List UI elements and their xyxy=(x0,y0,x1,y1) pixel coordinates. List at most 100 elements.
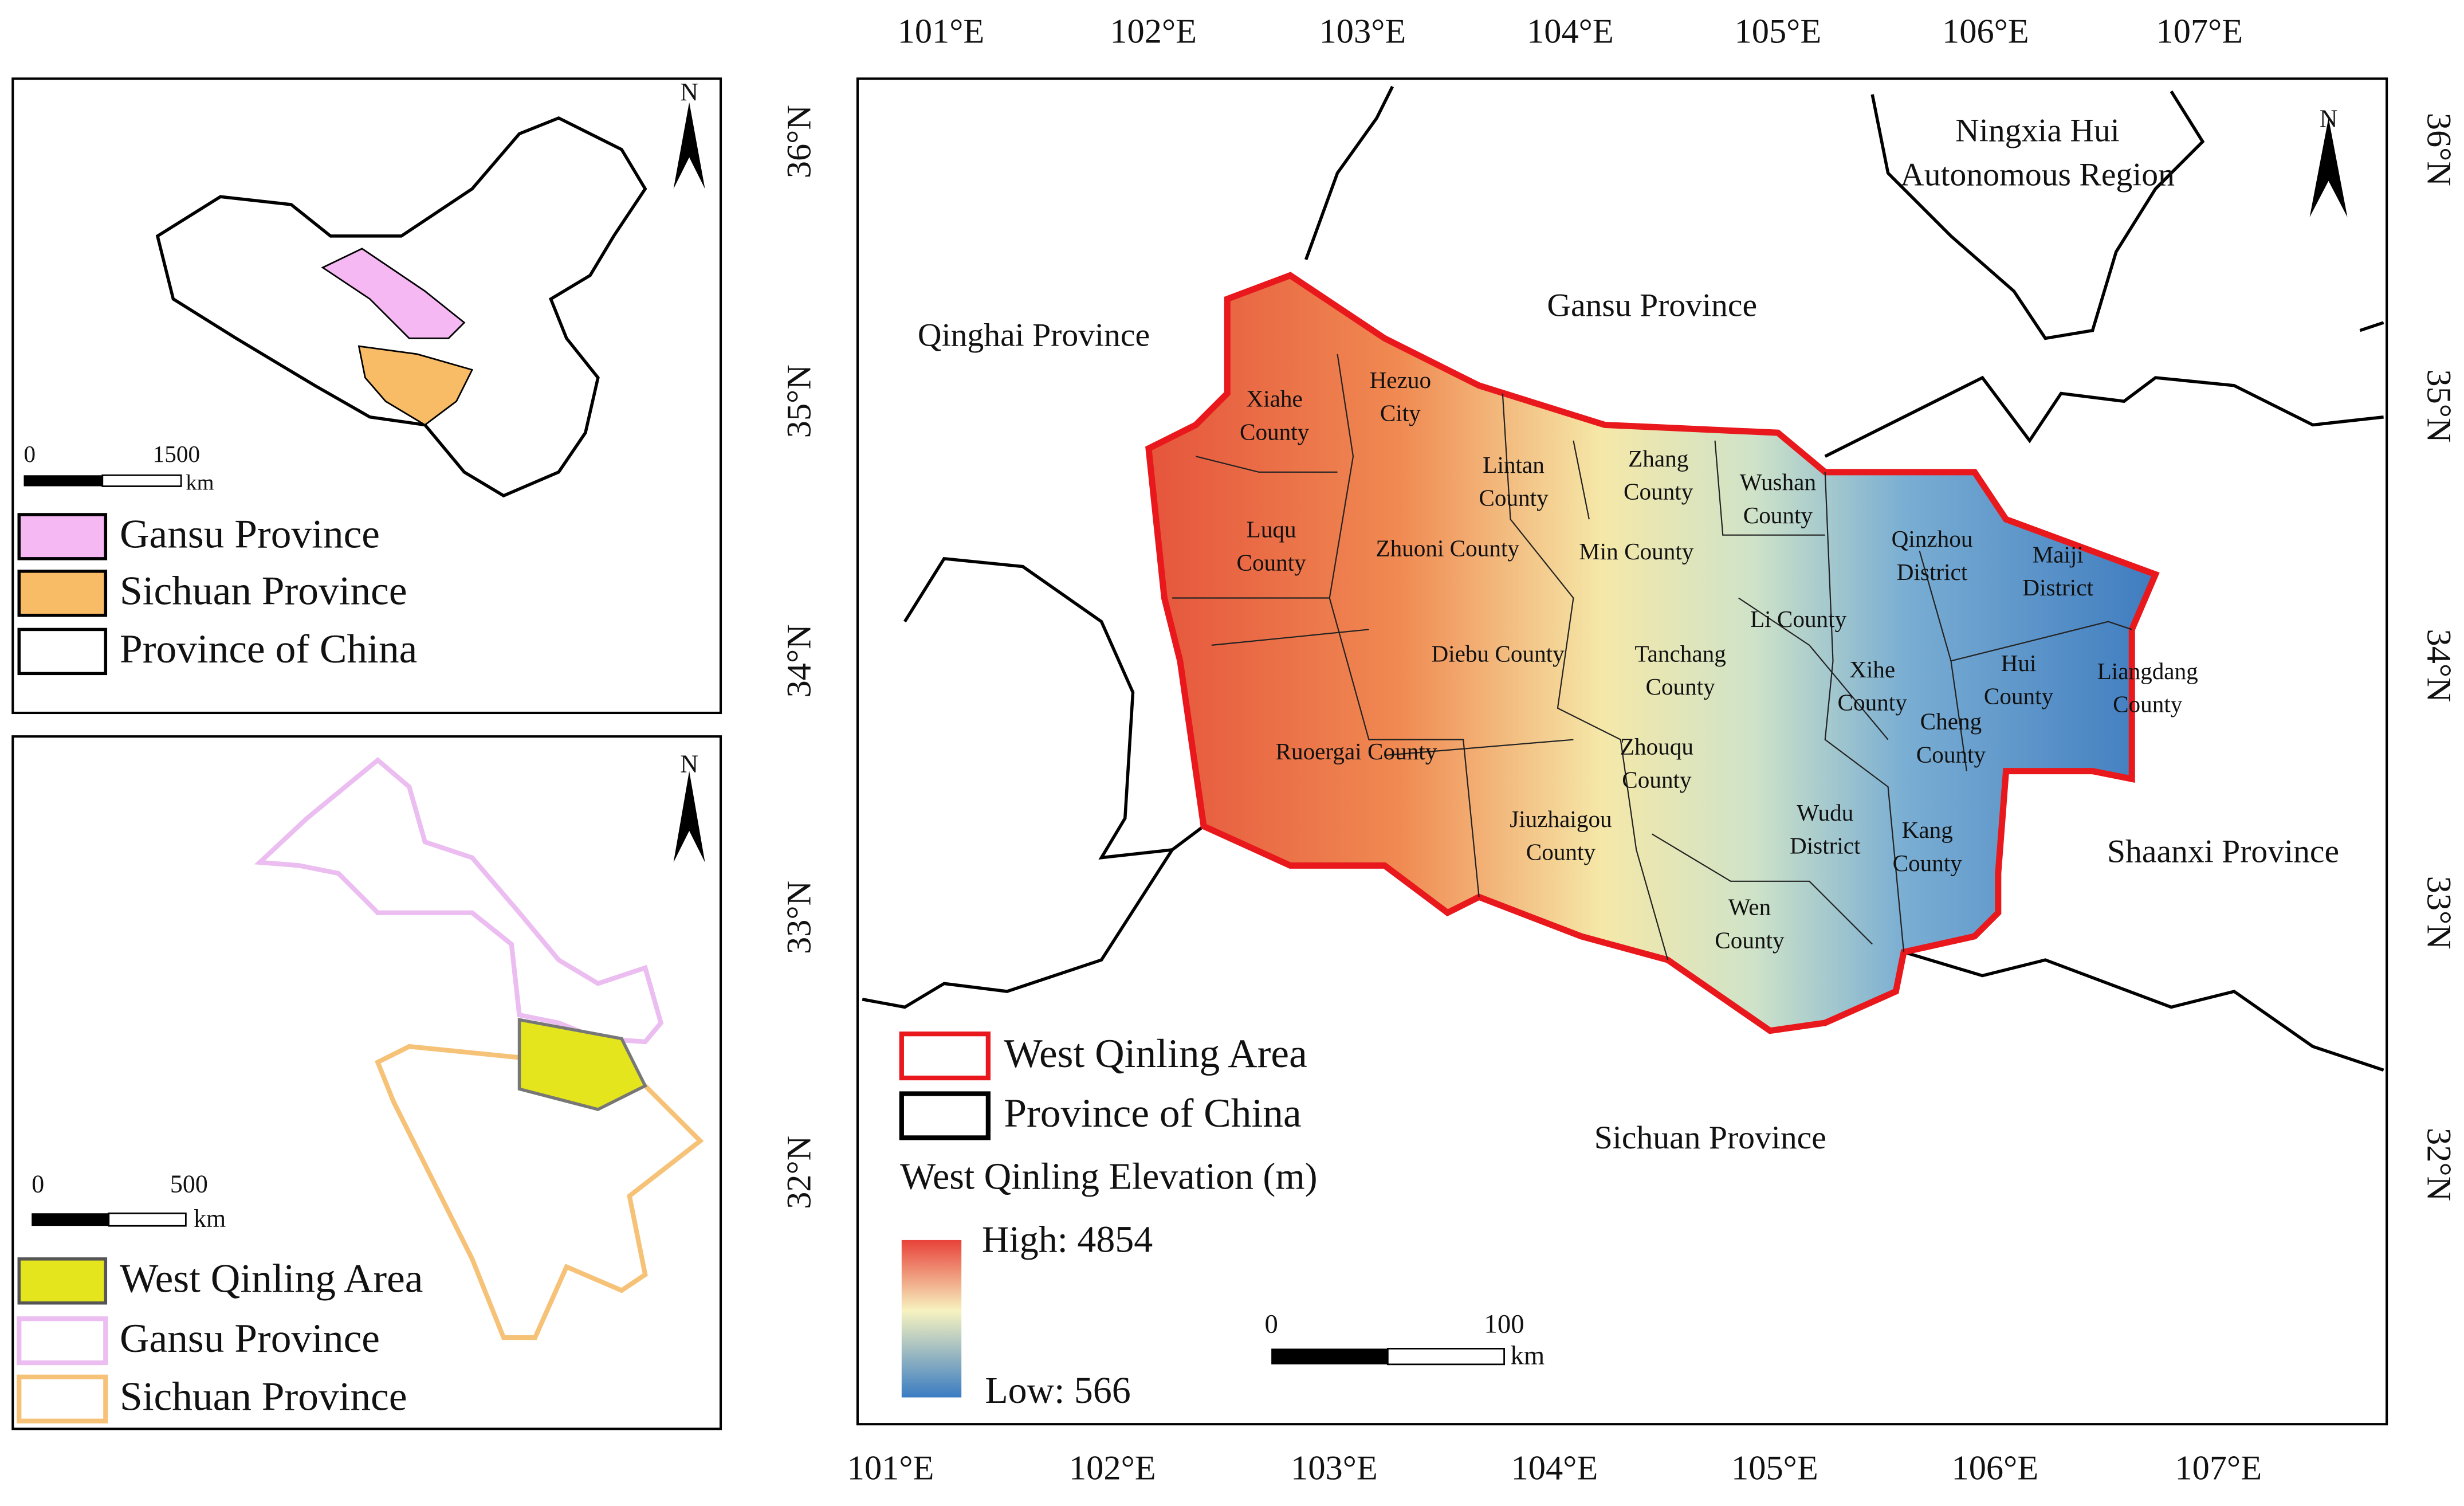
province-label: Ningxia Hui xyxy=(1955,113,2120,149)
longitude-label: 103°E xyxy=(1319,12,1406,50)
legend-swatch xyxy=(17,570,108,617)
latitude-label: 35°N xyxy=(780,364,819,438)
scale-label: 500 xyxy=(170,1170,208,1198)
north-arrow xyxy=(673,102,705,189)
north-label: N xyxy=(2320,105,2338,133)
legend-title: West Qinling Elevation (m) xyxy=(900,1156,1318,1198)
scale-bar xyxy=(1271,1348,1388,1364)
county-label: Min County xyxy=(1579,538,1694,564)
scale-unit: km xyxy=(1511,1341,1545,1371)
province-label: Autonomous Region xyxy=(1900,157,2175,193)
county-label: County xyxy=(1240,418,1310,445)
latitude-label: 34°N xyxy=(780,624,819,697)
legend-label: Province of China xyxy=(1004,1091,1301,1136)
county-label: Zhang xyxy=(1628,445,1688,472)
legend-label: Sichuan Province xyxy=(120,568,407,613)
legend-swatch xyxy=(17,1257,108,1305)
county-label: Kang xyxy=(1902,817,1953,843)
longitude-label: 102°E xyxy=(1069,1449,1156,1487)
county-label: Luqu xyxy=(1247,516,1296,543)
legend-swatch xyxy=(17,513,108,560)
county-label: Lintan xyxy=(1483,452,1545,478)
county-label: County xyxy=(1838,689,1908,716)
north-arrow xyxy=(2309,117,2348,217)
west-qinling-area xyxy=(1145,272,2160,1034)
legend-label: Gansu Province xyxy=(120,1316,380,1361)
scale-bar xyxy=(108,1212,187,1227)
county-label: Ruoergai County xyxy=(1276,738,1437,764)
scale-label: 0 xyxy=(24,441,36,467)
county-label: County xyxy=(1916,741,1986,767)
scale-bar xyxy=(101,474,182,487)
legend-swatch xyxy=(899,1032,991,1081)
legend-label: West Qinling Area xyxy=(120,1256,423,1301)
north-arrow xyxy=(673,771,705,862)
longitude-label: 105°E xyxy=(1735,12,1822,50)
longitude-label: 107°E xyxy=(2175,1449,2262,1487)
latitude-label: 36°N xyxy=(2419,113,2458,186)
longitude-label: 101°E xyxy=(898,12,985,50)
county-label: Liangdang xyxy=(2097,658,2198,684)
legend-swatch xyxy=(17,1316,108,1366)
longitude-label: 101°E xyxy=(847,1449,934,1487)
west-qinling xyxy=(517,1018,647,1111)
scale-label: 0 xyxy=(32,1170,44,1198)
longitude-label: 104°E xyxy=(1527,12,1614,50)
county-label: Zhuoni County xyxy=(1376,535,1519,562)
county-label: County xyxy=(1479,485,1549,511)
longitude-label: 103°E xyxy=(1291,1449,1378,1487)
county-label: Diebu County xyxy=(1431,641,1565,667)
scale-unit: km xyxy=(194,1205,226,1233)
china-inset xyxy=(11,77,722,715)
county-label: Xihe xyxy=(1849,656,1895,683)
county-label: District xyxy=(1897,559,1968,585)
scale-unit: km xyxy=(186,471,214,495)
county-label: County xyxy=(2113,691,2183,717)
county-label: County xyxy=(1526,839,1596,865)
region-inset xyxy=(11,735,722,1430)
county-label: Hui xyxy=(2001,650,2037,676)
north-label: N xyxy=(680,750,698,778)
longitude-label: 105°E xyxy=(1731,1449,1818,1487)
county-label: Qinzhou xyxy=(1892,525,1973,552)
scale-bar xyxy=(1386,1348,1505,1366)
county-label: County xyxy=(1645,673,1715,700)
province-boundaries xyxy=(862,85,2384,1072)
province-label: Qinghai Province xyxy=(918,317,1150,354)
scale-label: 0 xyxy=(1264,1309,1278,1339)
legend-label: Sichuan Province xyxy=(120,1374,407,1419)
latitude-label: 36°N xyxy=(780,105,819,178)
legend-label: West Qinling Area xyxy=(1004,1031,1307,1076)
latitude-label: 35°N xyxy=(2419,369,2458,442)
latitude-label: 33°N xyxy=(2419,876,2458,950)
gansu-outline xyxy=(254,756,664,1045)
latitude-label: 32°N xyxy=(780,1136,819,1209)
county-label: Li County xyxy=(1750,606,1847,632)
legend-swatch xyxy=(899,1091,991,1140)
longitude-label: 104°E xyxy=(1511,1449,1598,1487)
province-label: Sichuan Province xyxy=(1594,1120,1826,1156)
sichuan xyxy=(357,345,474,426)
county-label: County xyxy=(1624,479,1693,505)
county-label: Zhouqu xyxy=(1620,734,1693,760)
county-label: Wudu xyxy=(1797,799,1853,826)
gansu xyxy=(321,248,466,339)
county-boundaries xyxy=(1172,354,2132,960)
county-label: Wen xyxy=(1728,894,1771,920)
scale-bar xyxy=(32,1213,109,1226)
longitude-label: 106°E xyxy=(1952,1449,2039,1487)
county-label: Maiji xyxy=(2033,542,2084,568)
legend-swatch xyxy=(17,1374,108,1423)
legend-swatch xyxy=(17,628,108,676)
legend-label: Gansu Province xyxy=(120,512,380,557)
main-map xyxy=(856,77,2388,1426)
county-label: County xyxy=(1715,927,1785,953)
county-label: Cheng xyxy=(1920,708,1982,735)
county-label: Tanchang xyxy=(1634,641,1726,667)
county-label: County xyxy=(1622,766,1692,793)
longitude-label: 106°E xyxy=(1942,12,2029,50)
scale-label: 1500 xyxy=(153,441,200,467)
longitude-label: 107°E xyxy=(2156,12,2243,50)
county-label: District xyxy=(2022,574,2093,601)
